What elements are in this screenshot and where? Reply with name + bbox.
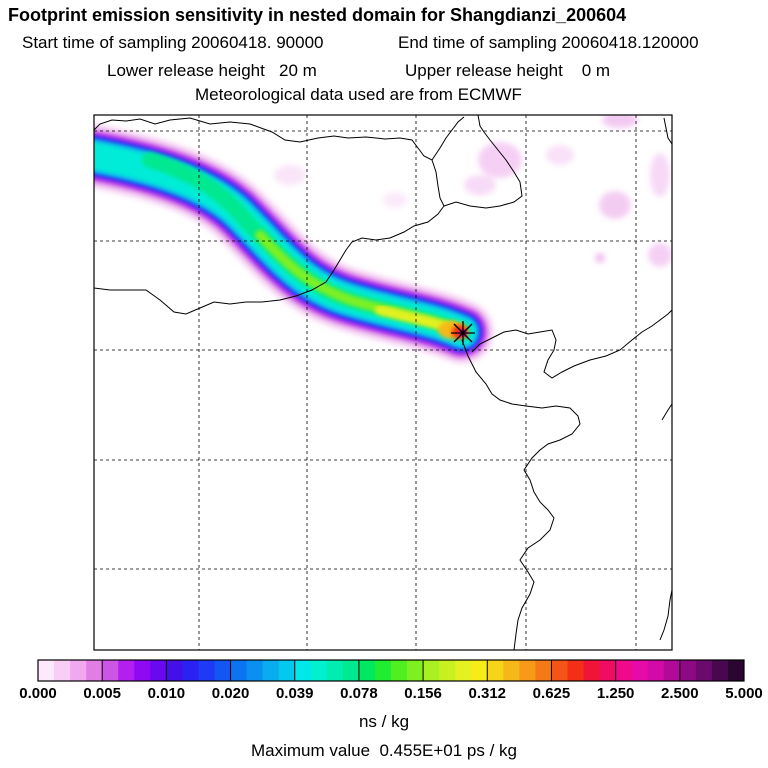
- colorbar-cell: [118, 660, 135, 681]
- colorbar-cell: [471, 660, 488, 681]
- end-time-label: End time of sampling 20060418.120000: [398, 33, 699, 52]
- colorbar-tick-label: 0.039: [275, 685, 314, 702]
- colorbar-cell: [727, 660, 745, 681]
- colorbar-cell: [455, 660, 472, 681]
- colorbar-cell: [230, 660, 248, 681]
- colorbar-cell: [551, 660, 568, 681]
- colorbar-cell: [391, 660, 408, 681]
- colorbar-cell: [358, 660, 376, 681]
- upper-release-height-label: Upper release height 0 m: [405, 61, 611, 80]
- colorbar-cell: [278, 660, 296, 681]
- colorbar-cell: [583, 660, 601, 681]
- colorbar-cell: [214, 660, 232, 681]
- colorbar-cell: [198, 660, 215, 681]
- colorbar-cell: [102, 660, 119, 681]
- colorbar-cell: [439, 660, 456, 681]
- figure-title: Footprint emission sensitivity in nested…: [8, 5, 627, 25]
- colorbar-tick-label: 0.312: [468, 685, 507, 702]
- colorbar-cell: [326, 660, 344, 681]
- colorbar-cell: [663, 660, 681, 681]
- coastlines: [94, 115, 672, 650]
- lat-lon-grid: [94, 115, 672, 650]
- colorbar-cell: [166, 660, 183, 681]
- colorbar-tick-label: 5.000: [725, 685, 763, 702]
- colorbar-cell: [519, 660, 536, 681]
- colorbar-tick-label: 2.500: [661, 685, 699, 702]
- colorbar-dividers: [101, 660, 681, 681]
- map-frame: [93, 114, 673, 651]
- colorbar-cell: [342, 660, 360, 681]
- lower-release-height-label: Lower release height 20 m: [107, 61, 317, 80]
- colorbar-cell: [615, 660, 633, 681]
- colorbar-unit-label: ns / kg: [358, 712, 410, 731]
- colorbar-cell: [262, 660, 280, 681]
- colorbar-cell: [310, 660, 328, 681]
- colorbar: [38, 660, 745, 681]
- colorbar-cell: [182, 660, 199, 681]
- colorbar-cell: [503, 660, 520, 681]
- low-sensitivity-patches: [274, 115, 672, 267]
- colorbar-tick-label: 0.078: [340, 685, 378, 702]
- colorbar-cell: [134, 660, 151, 681]
- colorbar-frame: [37, 659, 745, 682]
- colorbar-cell: [374, 660, 392, 681]
- colorbar-tick-label: 0.005: [83, 685, 121, 702]
- colorbar-cell: [423, 660, 440, 681]
- colorbar-cell: [535, 660, 552, 681]
- start-time-label: Start time of sampling 20060418. 90000: [22, 33, 324, 52]
- sensitivity-plume: [94, 124, 493, 363]
- colorbar-cell: [487, 660, 504, 681]
- colorbar-cell: [70, 660, 87, 681]
- colorbar-cell: [246, 660, 264, 681]
- colorbar-tick-label: 0.156: [404, 685, 442, 702]
- colorbar-cell: [631, 660, 649, 681]
- colorbar-cell: [599, 660, 617, 681]
- map-plot-area: [94, 115, 672, 650]
- colorbar-tick-label: 0.020: [211, 685, 250, 702]
- colorbar-tick-label: 0.625: [532, 685, 571, 702]
- colorbar-cell: [294, 660, 312, 681]
- colorbar-cell: [86, 660, 103, 681]
- maximum-value-label: Maximum value 0.455E+01 ps / kg: [251, 741, 517, 760]
- colorbar-cell: [38, 660, 55, 681]
- colorbar-cell: [679, 660, 697, 681]
- colorbar-cell: [647, 660, 665, 681]
- colorbar-tick-label: 0.010: [147, 685, 186, 702]
- colorbar-cell: [407, 660, 424, 681]
- receptor-marker: [451, 321, 475, 345]
- meteorological-data-label: Meteorological data used are from ECMWF: [195, 85, 522, 104]
- colorbar-cell: [54, 660, 71, 681]
- colorbar-tick-label: 1.250: [596, 685, 635, 702]
- colorbar-cell: [695, 660, 713, 681]
- colorbar-cell: [150, 660, 167, 681]
- colorbar-cell: [567, 660, 585, 681]
- colorbar-cell: [711, 660, 729, 681]
- colorbar-tick-label: 0.000: [19, 685, 57, 702]
